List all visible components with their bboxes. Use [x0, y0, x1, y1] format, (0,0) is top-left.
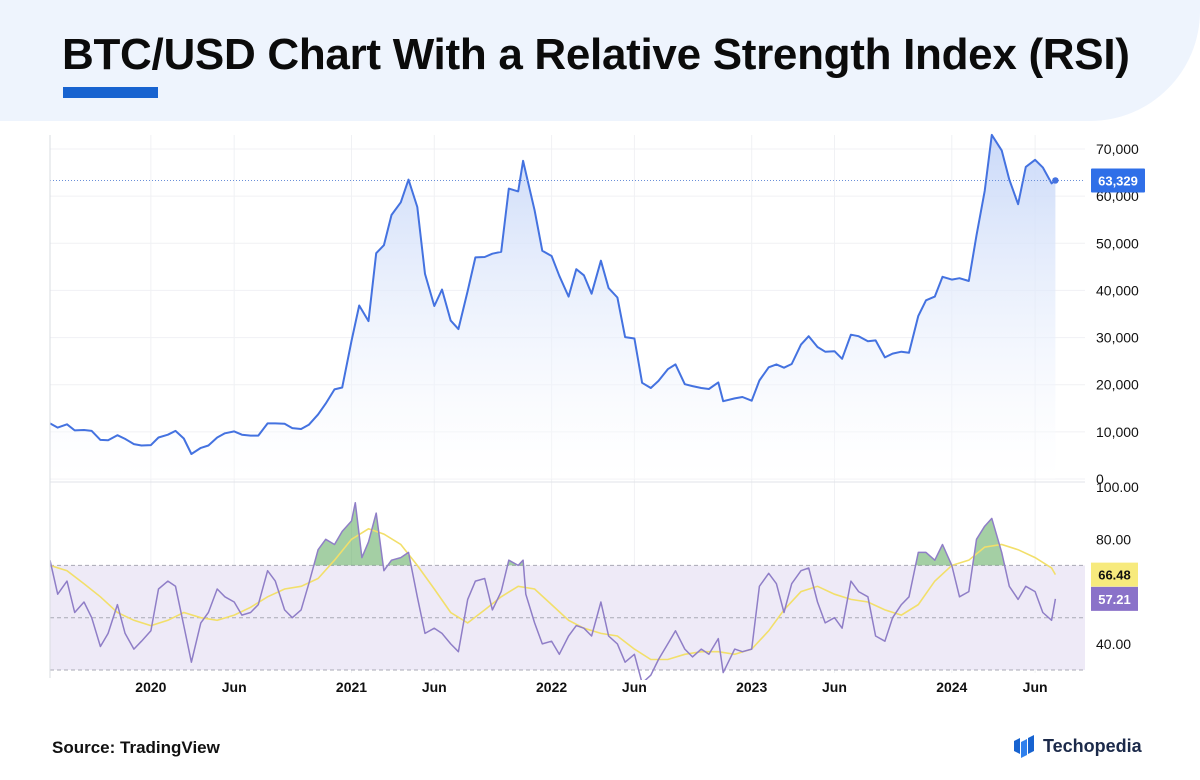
- price-area-fill: [50, 134, 1056, 479]
- x-tick-label: 2023: [736, 679, 767, 695]
- last-price-badge: [1091, 168, 1145, 193]
- x-tick-label: Jun: [422, 679, 447, 695]
- header-band: [0, 0, 1200, 121]
- rsi-series: [50, 501, 1085, 680]
- price-y-tick-label: 20,000: [1096, 377, 1139, 393]
- axes: 010,00020,00030,00040,00050,00060,00070,…: [49, 135, 1139, 695]
- x-tick-label: 2024: [936, 679, 967, 695]
- rsi-line: [50, 501, 1057, 680]
- rsi-badge: [1091, 586, 1138, 611]
- x-tick-label: 2022: [536, 679, 567, 695]
- techopedia-cube-logo-icon: [1014, 735, 1034, 758]
- x-tick-label: Jun: [222, 679, 247, 695]
- rsi-overbought-fill: [972, 518, 1005, 566]
- rsi-y-tick-label: 80.00: [1096, 531, 1131, 547]
- price-line: [50, 133, 1057, 455]
- price-series: [50, 133, 1085, 479]
- source-caption: Source: TradingView: [52, 738, 220, 757]
- price-y-tick-label: 0: [1096, 471, 1104, 487]
- price-y-tick-label: 40,000: [1096, 282, 1139, 298]
- rsi-overbought-fill: [313, 502, 384, 566]
- x-tick-label: 2021: [336, 679, 367, 695]
- last-price-label: 63,329: [1098, 173, 1138, 188]
- brand: Techopedia: [1012, 734, 1142, 758]
- rsi-ma-line: [50, 527, 1057, 661]
- title-accent-bar: [63, 87, 158, 98]
- rsi-value-label: 57.21: [1098, 592, 1131, 607]
- rsi-ma-label: 66.48: [1098, 568, 1131, 583]
- rsi-ma-badge: [1091, 562, 1138, 587]
- x-tick-label: Jun: [1023, 679, 1048, 695]
- x-tick-label: Jun: [822, 679, 847, 695]
- x-tick-label: 2020: [135, 679, 166, 695]
- x-tick-label: Jun: [622, 679, 647, 695]
- page-title: BTC/USD Chart With a Relative Strength I…: [62, 30, 1130, 79]
- last-price-dot: [1052, 177, 1059, 184]
- value-labels: 63,329 66.48 57.21: [1091, 168, 1145, 611]
- rsi-y-tick-label: 100.00: [1096, 479, 1139, 495]
- rsi-overbought-fill: [915, 544, 952, 566]
- btc-rsi-chart: 010,00020,00030,00040,00050,00060,00070,…: [49, 133, 1145, 695]
- rsi-overbought-fill: [387, 552, 412, 566]
- rsi-y-tick-label: 40.00: [1096, 636, 1131, 652]
- price-y-tick-label: 30,000: [1096, 330, 1139, 346]
- price-y-tick-label: 70,000: [1096, 141, 1139, 157]
- price-y-tick-label: 50,000: [1096, 235, 1139, 251]
- price-y-tick-label: 10,000: [1096, 424, 1139, 440]
- brand-name: Techopedia: [1043, 735, 1142, 756]
